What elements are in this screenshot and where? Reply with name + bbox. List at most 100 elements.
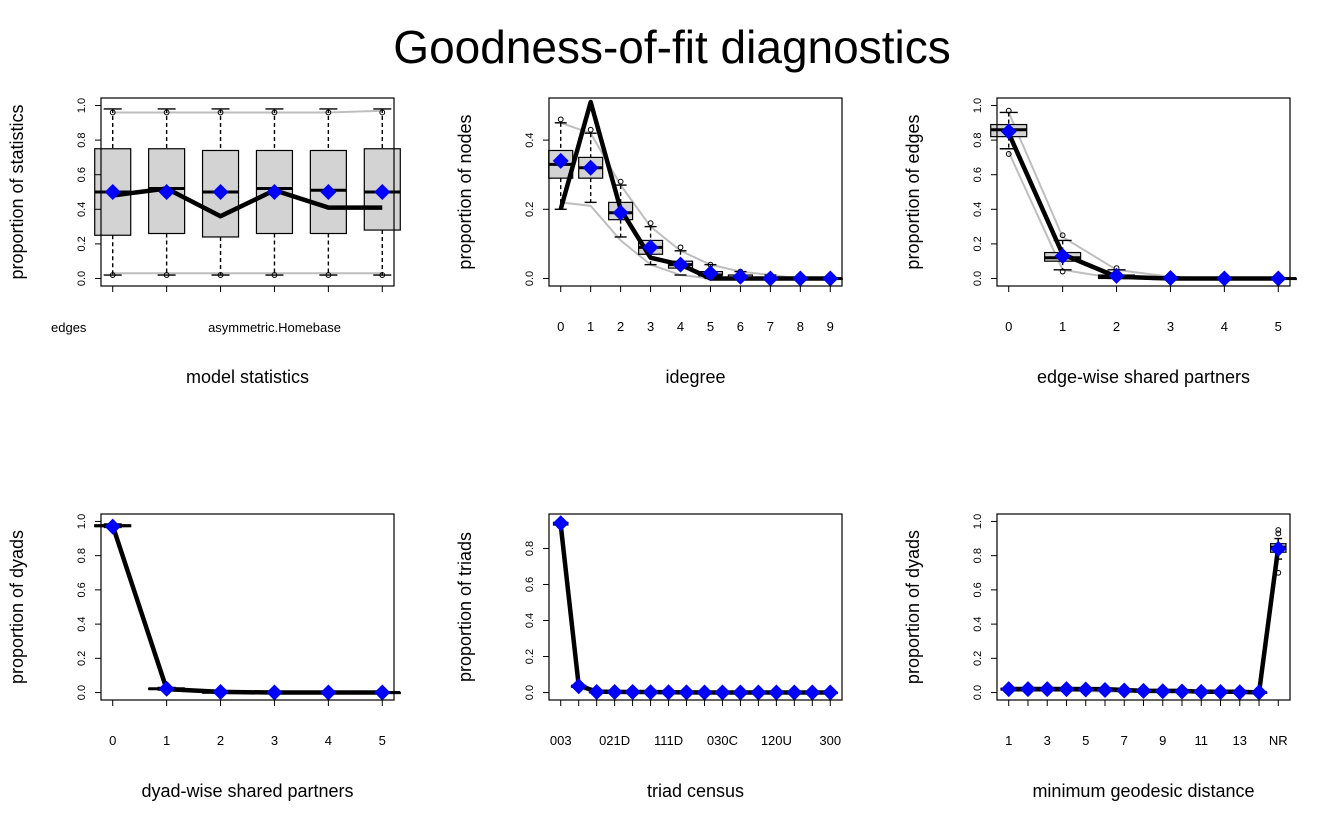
y-tick-label: 0.8 bbox=[972, 132, 984, 147]
x-tick-label: 3 bbox=[271, 733, 278, 748]
model-mean-point bbox=[1270, 270, 1287, 287]
x-axis-title: idegree bbox=[665, 367, 725, 387]
model-mean-point bbox=[1174, 683, 1191, 700]
model-mean-point bbox=[374, 684, 391, 701]
x-tick-label: 3 bbox=[647, 319, 654, 334]
y-tick-label: 0.4 bbox=[972, 616, 984, 631]
model-mean-point bbox=[320, 184, 337, 200]
x-tick-label: 9 bbox=[1159, 733, 1166, 748]
model-mean-point bbox=[792, 270, 809, 287]
x-tick-label: 4 bbox=[1221, 319, 1228, 334]
y-tick-label: 0.6 bbox=[76, 167, 88, 182]
x-tick-label: 0 bbox=[1005, 319, 1012, 334]
outlier-point bbox=[163, 109, 170, 116]
model-mean-point bbox=[374, 184, 391, 200]
model-mean-point bbox=[786, 684, 803, 701]
model-mean-point bbox=[1270, 540, 1287, 557]
y-axis-title: proportion of nodes bbox=[455, 114, 475, 269]
model-mean-point bbox=[1054, 247, 1071, 264]
y-tick-label: 0.4 bbox=[972, 202, 984, 217]
y-axis-title: proportion of edges bbox=[903, 114, 923, 269]
model-mean-point bbox=[1039, 681, 1056, 698]
y-tick-label: 0.4 bbox=[76, 202, 88, 217]
x-axis-title: model statistics bbox=[186, 367, 309, 387]
model-mean-point bbox=[158, 680, 175, 697]
x-tick-label: 4 bbox=[677, 319, 684, 334]
page-title: Goodness-of-fit diagnostics bbox=[393, 21, 951, 73]
model-mean-point bbox=[588, 684, 605, 701]
model-mean-point bbox=[702, 265, 719, 282]
model-mean-point bbox=[1108, 267, 1125, 284]
model-mean-point bbox=[768, 684, 785, 701]
model-mean-point bbox=[266, 184, 283, 200]
outlier-point bbox=[677, 244, 684, 251]
x-axis-title: triad census bbox=[647, 781, 744, 801]
model-mean-point bbox=[1116, 682, 1133, 699]
x-tick-label: 120U bbox=[761, 733, 792, 748]
model-mean-point bbox=[762, 270, 779, 287]
y-tick-label: 0.4 bbox=[524, 613, 536, 628]
outlier-point bbox=[325, 272, 332, 278]
x-tick-label: 5 bbox=[379, 733, 386, 748]
x-tick-label: 1 bbox=[1005, 733, 1012, 748]
outlier-point bbox=[647, 220, 654, 227]
gof-panel: 0.0 0.2 0.4 0.6 0.8 1.0 0 1 2 3 4 5 dyad-wise shared… bbox=[7, 513, 401, 801]
y-tick-label: 0.6 bbox=[76, 582, 88, 597]
y-tick-label: 0.4 bbox=[524, 132, 536, 147]
outlier-point bbox=[217, 272, 224, 278]
x-tick-label: 7 bbox=[1121, 733, 1128, 748]
model-mean-point bbox=[1193, 683, 1210, 700]
observed-line bbox=[1008, 546, 1281, 695]
y-axis-title: proportion of statistics bbox=[7, 104, 27, 279]
model-mean-point bbox=[1019, 681, 1036, 698]
plot-frame bbox=[548, 97, 843, 287]
y-tick-label: 0.0 bbox=[524, 271, 536, 286]
gof-panel: 0.0 0.2 0.4 0.6 0.8 1.0 0 1 2 3 4 5 edge-wise shared… bbox=[903, 97, 1297, 387]
y-tick-label: 0.2 bbox=[76, 651, 88, 666]
x-tick-label: 2 bbox=[217, 733, 224, 748]
y-tick-label: 0.0 bbox=[76, 271, 88, 286]
outlier-point bbox=[1059, 268, 1066, 275]
plot-frame bbox=[100, 97, 395, 287]
model-mean-point bbox=[1162, 269, 1179, 286]
model-mean-point bbox=[104, 518, 121, 535]
x-axis-title: dyad-wise shared partners bbox=[141, 781, 353, 801]
sim-lower-line bbox=[111, 527, 383, 694]
sim-lower-line bbox=[559, 526, 831, 694]
model-mean-point bbox=[1154, 683, 1171, 700]
observed-line bbox=[558, 524, 831, 695]
observed-line bbox=[1006, 132, 1279, 281]
x-tick-label: 4 bbox=[325, 733, 332, 748]
model-mean-point bbox=[732, 684, 749, 701]
x-tick-label: 5 bbox=[1275, 319, 1282, 334]
x-tick-label: 2 bbox=[1113, 319, 1120, 334]
sim-upper-line bbox=[112, 109, 383, 114]
outlier-point bbox=[557, 116, 564, 123]
y-tick-label: 0.2 bbox=[972, 236, 984, 251]
x-tick-label: 003 bbox=[550, 733, 572, 748]
x-tick-label: 2 bbox=[617, 319, 624, 334]
y-tick-label: 1.0 bbox=[76, 514, 88, 529]
y-axis-title: proportion of triads bbox=[455, 532, 475, 682]
outlier-point bbox=[379, 272, 386, 278]
model-mean-point bbox=[1000, 681, 1017, 698]
plot-frame bbox=[996, 513, 1291, 701]
model-mean-point bbox=[678, 684, 695, 701]
sim-upper-line bbox=[111, 523, 383, 694]
y-axis-title: proportion of dyads bbox=[7, 530, 27, 684]
gof-panel: 0.0 0.2 0.4 0 1 2 3 4 5 6 7 8 9 idegree proportion of … bbox=[455, 97, 843, 387]
model-mean-point bbox=[1231, 684, 1248, 701]
model-mean-point bbox=[642, 684, 659, 701]
model-mean-point bbox=[320, 684, 337, 701]
model-mean-point bbox=[606, 684, 623, 701]
observed-line bbox=[110, 525, 383, 695]
y-tick-label: 0.2 bbox=[972, 651, 984, 666]
model-mean-point bbox=[582, 159, 599, 176]
y-tick-label: 0.0 bbox=[972, 271, 984, 286]
model-mean-point bbox=[212, 684, 229, 701]
x-tick-label: 3 bbox=[1044, 733, 1051, 748]
x-tick-label: 8 bbox=[797, 319, 804, 334]
model-mean-point bbox=[570, 678, 587, 695]
outlier-point bbox=[379, 109, 386, 116]
